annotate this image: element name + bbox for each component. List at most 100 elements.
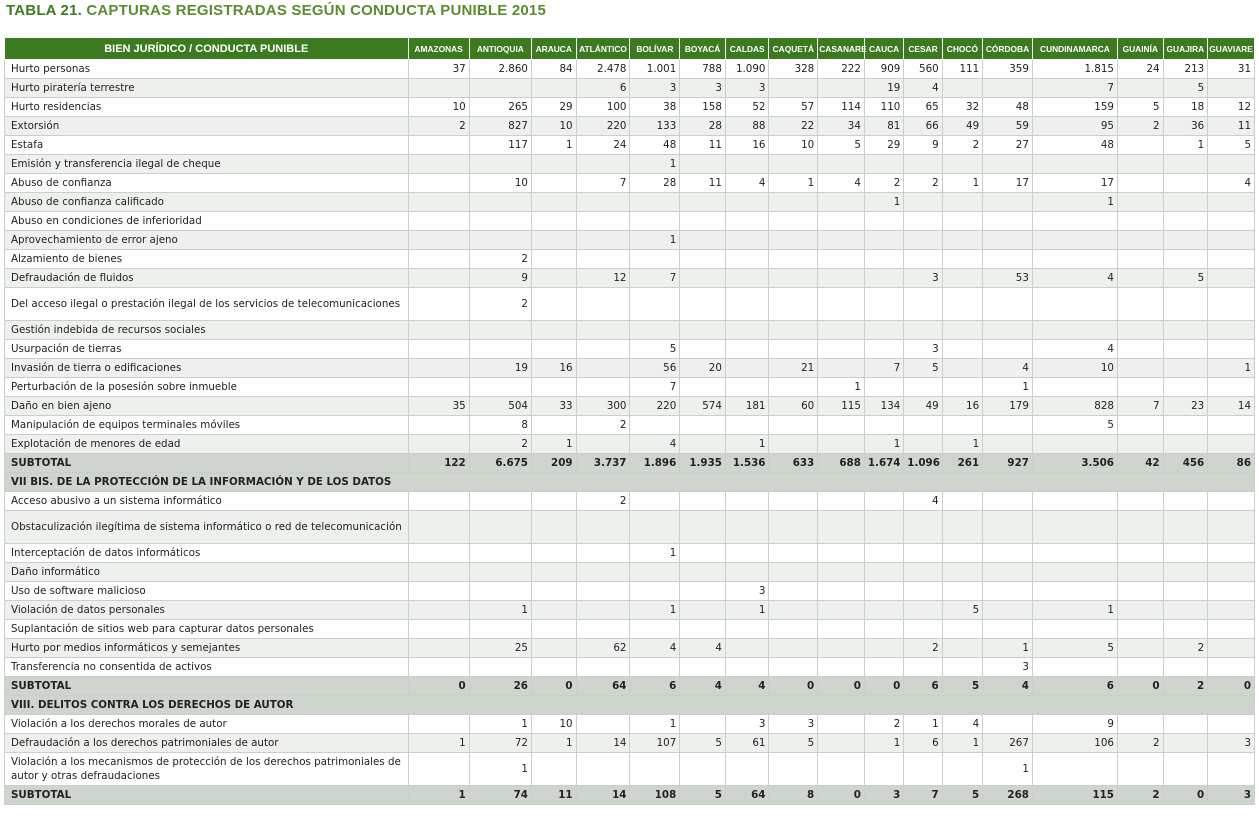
cell-value <box>817 562 865 582</box>
cell-value <box>679 714 726 734</box>
cell-value: 788 <box>679 59 726 79</box>
cell-value: 220 <box>575 116 631 136</box>
cell-value <box>817 249 865 269</box>
cell-value: 1.896 <box>629 453 681 473</box>
cell-value <box>768 249 819 269</box>
cell-value: 1 <box>982 638 1033 658</box>
column-header: ARAUCA <box>530 37 577 60</box>
cell-value <box>863 287 905 321</box>
cell-value <box>1162 714 1209 734</box>
cell-value <box>468 192 532 212</box>
cell-value <box>863 339 905 359</box>
cell-value <box>1116 415 1164 435</box>
cell-value <box>1031 320 1118 340</box>
cell-value: 0 <box>1116 676 1164 696</box>
cell-value <box>1031 154 1118 174</box>
cell-value <box>941 510 984 544</box>
row-label: Daño informático <box>4 562 409 582</box>
cell-value <box>941 415 984 435</box>
cell-value <box>768 415 819 435</box>
cell-value <box>575 510 631 544</box>
cell-value: 134 <box>863 396 905 416</box>
cell-value: 52 <box>724 97 770 117</box>
cell-value: 267 <box>982 733 1033 753</box>
cell-value <box>1162 581 1209 601</box>
cell-value: 5 <box>768 733 819 753</box>
cell-value <box>817 192 865 212</box>
cell-value <box>1162 154 1209 174</box>
table-row: Interceptación de datos informáticos 1 <box>4 543 1255 563</box>
table-row: Suplantación de sitios web para capturar… <box>4 619 1255 639</box>
cell-value <box>530 154 577 174</box>
cell-value <box>903 415 943 435</box>
cell-value: 1 <box>941 733 984 753</box>
cell-value: 1 <box>1207 358 1255 378</box>
cell-value <box>1031 619 1118 639</box>
cell-value <box>1162 543 1209 563</box>
table-caption: CAPTURAS REGISTRADAS SEGÚN CONDUCTA PUNI… <box>86 2 547 19</box>
row-label: Gestión indebida de recursos sociales <box>4 320 409 340</box>
cell-value <box>768 287 819 321</box>
cell-value <box>768 752 819 786</box>
cell-value: 300 <box>575 396 631 416</box>
column-header: CALDAS <box>724 37 770 60</box>
cell-value: 2 <box>468 287 532 321</box>
cell-value: 36 <box>1162 116 1209 136</box>
cell-value <box>817 733 865 753</box>
cell-value: 24 <box>1116 59 1164 79</box>
cell-value <box>1207 638 1255 658</box>
cell-value: 49 <box>941 116 984 136</box>
cell-value: 4 <box>629 434 681 454</box>
table-row: Violación a los mecanismos de protección… <box>4 752 1255 786</box>
cell-value <box>982 562 1033 582</box>
cell-value: 1 <box>468 714 532 734</box>
row-label: Defraudación a los derechos patrimoniale… <box>4 733 409 753</box>
cell-value <box>407 600 470 620</box>
cell-value <box>679 192 726 212</box>
cell-value: 20 <box>679 358 726 378</box>
cell-value: 2 <box>1116 785 1164 805</box>
cell-value <box>863 320 905 340</box>
cell-value <box>407 714 470 734</box>
cell-value <box>982 600 1033 620</box>
cell-value <box>1116 600 1164 620</box>
cell-value <box>817 491 865 511</box>
row-label: SUBTOTAL <box>4 676 409 696</box>
header-row: BIEN JURÍDICO / CONDUCTA PUNIBLE AMAZONAS… <box>4 37 1255 60</box>
cell-value <box>575 543 631 563</box>
cell-value: 12 <box>1207 97 1255 117</box>
cell-value <box>530 619 577 639</box>
cell-value: 5 <box>1207 135 1255 155</box>
cell-value: 827 <box>468 116 532 136</box>
cell-value <box>530 415 577 435</box>
cell-value: 48 <box>629 135 681 155</box>
cell-value: 828 <box>1031 396 1118 416</box>
cell-value: 3 <box>629 78 681 98</box>
cell-value: 2 <box>1162 676 1209 696</box>
cell-value <box>768 581 819 601</box>
cell-value: 1.090 <box>724 59 770 79</box>
cell-value <box>903 230 943 250</box>
cell-value: 181 <box>724 396 770 416</box>
row-label: Perturbación de la posesión sobre inmueb… <box>4 377 409 397</box>
table-row: Violación de datos personales 1 1 1 5 1 <box>4 600 1255 620</box>
cell-value: 10 <box>1031 358 1118 378</box>
cell-value: 328 <box>768 59 819 79</box>
table-row: Obstaculización ilegítima de sistema inf… <box>4 510 1255 544</box>
cell-value <box>941 339 984 359</box>
table-row: Manipulación de equipos terminales móvil… <box>4 415 1255 435</box>
cell-value: 1.674 <box>863 453 905 473</box>
cell-value <box>817 287 865 321</box>
cell-value <box>679 320 726 340</box>
cell-value <box>1207 268 1255 288</box>
table-row: Aprovechamiento de error ajeno 1 <box>4 230 1255 250</box>
cell-value <box>407 638 470 658</box>
cell-value: 66 <box>903 116 943 136</box>
cell-value <box>941 581 984 601</box>
cell-value <box>1031 249 1118 269</box>
cell-value <box>679 619 726 639</box>
cell-value: 23 <box>1162 396 1209 416</box>
cell-value: 2 <box>1162 638 1209 658</box>
cell-value <box>863 491 905 511</box>
cell-value: 688 <box>817 453 865 473</box>
